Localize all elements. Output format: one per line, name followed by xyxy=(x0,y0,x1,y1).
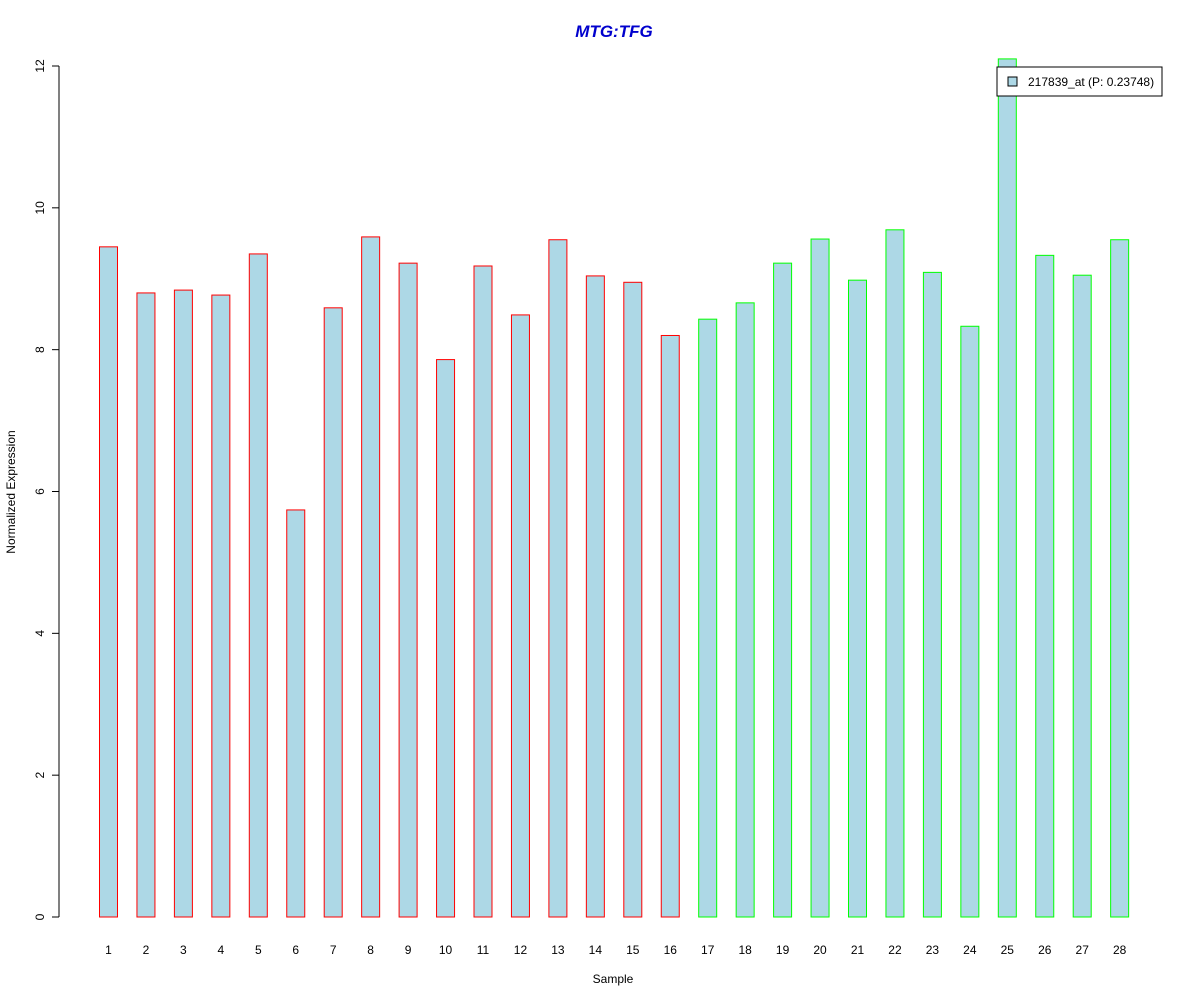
x-tick-label: 1 xyxy=(105,943,112,957)
x-axis-label: Sample xyxy=(593,972,634,986)
x-tick-label: 2 xyxy=(143,943,150,957)
bar-sample-7 xyxy=(323,307,343,918)
bar-sample-10 xyxy=(436,359,456,918)
bar-sample-5 xyxy=(248,253,268,918)
x-tick-label: 27 xyxy=(1076,943,1090,957)
bar-sample-20 xyxy=(810,238,830,918)
x-tick-label: 11 xyxy=(477,943,490,957)
x-tick-label: 5 xyxy=(255,943,262,957)
x-tick-label: 10 xyxy=(439,943,453,957)
bar-sample-26 xyxy=(1035,254,1055,918)
legend-label: 217839_at (P: 0.23748) xyxy=(1028,75,1154,89)
x-tick-label: 14 xyxy=(589,943,603,957)
bar-sample-25 xyxy=(997,58,1017,918)
bar-sample-11 xyxy=(473,265,493,918)
bar-sample-9 xyxy=(398,262,418,918)
y-tick-label: 12 xyxy=(33,59,47,73)
y-tick-label: 6 xyxy=(33,488,47,495)
bars xyxy=(99,58,1130,918)
x-tick-label: 12 xyxy=(514,943,528,957)
bar-sample-21 xyxy=(848,279,867,918)
x-tick-label: 4 xyxy=(218,943,225,957)
x-tick-label: 22 xyxy=(888,943,902,957)
legend-swatch xyxy=(1007,76,1018,87)
bar-sample-8 xyxy=(361,236,381,918)
bar-sample-28 xyxy=(1110,239,1130,918)
y-tick-label: 8 xyxy=(33,346,47,353)
bar-sample-17 xyxy=(698,318,718,918)
bar-sample-19 xyxy=(773,262,793,918)
y-tick-label: 0 xyxy=(33,913,47,920)
y-axis-label: Normalized Expression xyxy=(4,430,18,553)
x-tick-label: 6 xyxy=(292,943,299,957)
bar-sample-2 xyxy=(136,292,156,918)
x-tick-label: 8 xyxy=(367,943,374,957)
legend: 217839_at (P: 0.23748) xyxy=(996,66,1163,97)
x-tick-label: 23 xyxy=(926,943,940,957)
x-tick-labels: 1 2 3 4 5 6 7 8 9 10 11 12 13 14 15 16 17 18 19 20 21 22 23 24 2… xyxy=(105,943,1126,957)
bar-sample-24 xyxy=(960,325,980,918)
bar-sample-22 xyxy=(885,229,905,918)
bar-sample-3 xyxy=(173,289,193,918)
bar-sample-18 xyxy=(735,302,755,918)
bar-sample-16 xyxy=(660,334,680,918)
x-tick-label: 16 xyxy=(664,943,678,957)
x-tick-label: 17 xyxy=(701,943,715,957)
x-tick-label: 15 xyxy=(626,943,640,957)
bar-sample-14 xyxy=(585,275,605,918)
x-tick-label: 20 xyxy=(813,943,827,957)
x-tick-label: 25 xyxy=(1001,943,1015,957)
x-tick-label: 24 xyxy=(963,943,977,957)
bar-sample-4 xyxy=(211,294,231,918)
bar-sample-12 xyxy=(510,314,530,918)
bar-sample-27 xyxy=(1072,274,1092,918)
x-tick-label: 7 xyxy=(330,943,337,957)
x-tick-label: 13 xyxy=(551,943,565,957)
bar-sample-23 xyxy=(922,271,942,918)
x-tick-label: 18 xyxy=(738,943,752,957)
y-tick-label: 4 xyxy=(33,630,47,637)
x-tick-label: 21 xyxy=(851,943,865,957)
bar-sample-1 xyxy=(99,246,118,918)
y-tick-label: 2 xyxy=(33,772,47,779)
x-tick-label: 3 xyxy=(180,943,187,957)
x-tick-label: 9 xyxy=(405,943,412,957)
bar-sample-13 xyxy=(548,239,568,918)
y-axis: 0 2 4 6 8 10 12 xyxy=(33,59,60,920)
legend-box xyxy=(996,66,1163,97)
chart-title: MTG:TFG xyxy=(575,22,652,41)
x-tick-label: 26 xyxy=(1038,943,1052,957)
x-tick-label: 28 xyxy=(1113,943,1127,957)
y-tick-label: 10 xyxy=(33,201,47,215)
x-tick-label: 19 xyxy=(776,943,790,957)
bar-sample-6 xyxy=(286,509,306,918)
bar-sample-15 xyxy=(623,281,643,918)
